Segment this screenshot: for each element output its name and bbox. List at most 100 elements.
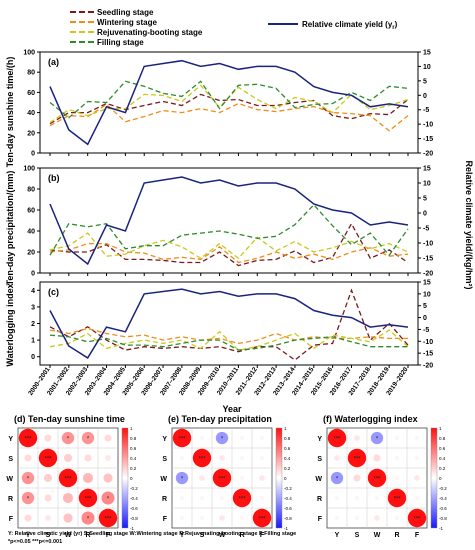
correlation-circle [354, 515, 360, 521]
y2-tick-label: 15 [423, 50, 431, 57]
significance-mark: *** [373, 477, 381, 483]
panel-label: (b) [48, 173, 60, 183]
colorbar-tick-label: 0.4 [439, 456, 446, 461]
y2-tick-label: -10 [423, 339, 433, 346]
colorbar-tick-label: -0.6 [284, 506, 292, 511]
correlation-circle [374, 495, 380, 501]
significance-mark: * [67, 437, 70, 443]
colorbar-tick-label: -0.4 [284, 496, 292, 501]
col-label: S [355, 532, 360, 539]
y2-tick-label: -5 [423, 107, 429, 114]
correlation-circle [259, 435, 265, 441]
colorbar [275, 427, 283, 529]
y2-tick-label: -15 [423, 351, 433, 358]
y2-tick-label: 15 [423, 280, 431, 287]
correlation-circle [18, 428, 38, 448]
colorbar-tick-label: 0.2 [284, 466, 291, 471]
legend: Seedling stage Wintering stage Rejuvenat… [70, 8, 398, 47]
colorbar-tick-label: 0.8 [439, 436, 446, 441]
y-tick-label: 2 [31, 321, 35, 328]
xlabel-year: Year [222, 404, 242, 414]
colorbar-tick-label: 1 [439, 426, 442, 431]
row-label: R [162, 496, 167, 503]
y-tick-label: 100 [23, 166, 35, 173]
significance-mark: *** [84, 497, 92, 503]
significance-mark: *** [258, 517, 266, 523]
correlation-circle [334, 455, 340, 461]
correlation-circle [219, 455, 225, 461]
significance-mark: * [27, 477, 30, 483]
significance-mark: *** [353, 457, 361, 463]
row-label: F [163, 516, 168, 523]
significance-mark: *** [198, 457, 206, 463]
correlation-circle [199, 475, 205, 481]
correlation-circle [44, 494, 52, 502]
significance-mark: * [336, 477, 339, 483]
colorbar-tick-label: 0 [284, 476, 287, 481]
correlation-circle [327, 428, 347, 448]
row-label: F [9, 516, 14, 523]
correlation-circle [82, 472, 94, 484]
panel-label: (a) [48, 57, 59, 67]
correlation-circle [175, 471, 189, 485]
heatmap-title: (f) Waterlogging index [323, 414, 418, 424]
significance-mark: *** [218, 477, 226, 483]
correlation-circle [212, 468, 232, 488]
line-charts: 020406080100-20-15-10-5051015(a)02040608… [23, 50, 433, 397]
line-panel-2: 0 20 40 60 80 100 -20 -15 -10 -5 0 5 10 15 (b) [23, 166, 433, 278]
correlation-circle [367, 468, 387, 488]
row-label: S [162, 456, 167, 463]
correlation-circle [179, 515, 185, 521]
correlation-circle [179, 495, 185, 501]
y2-tick-label: -20 [423, 151, 433, 158]
significance-mark: *** [178, 437, 186, 443]
footnote-line2: *p<=0.05 ***p<=0.001 [8, 539, 62, 545]
colorbar-tick-label: 0.6 [284, 446, 291, 451]
significance-mark: * [107, 497, 110, 503]
panel-frame [39, 167, 419, 274]
colorbar-tick-label: 1 [284, 426, 287, 431]
correlation-circle [259, 455, 265, 461]
correlation-circle [81, 511, 95, 525]
colorbar-tick-label: -0.8 [284, 516, 292, 521]
correlation-circle [232, 488, 252, 508]
correlation-circle [98, 508, 118, 528]
correlation-circle [334, 495, 340, 501]
y-tick-label: 20 [27, 130, 35, 137]
row-label: S [317, 456, 322, 463]
line-panel-1: 0 20 40 60 80 100 -20 -15 -10 -5 0 5 10 15 (a) [23, 50, 433, 158]
colorbar-tick-label: -0.2 [439, 486, 447, 491]
correlation-circle [347, 448, 367, 468]
legend-label-filling: Filling stage [97, 38, 144, 47]
ylabel-sunshine: Ten-day sunshine time/(h) [5, 57, 15, 168]
row-label: Y [8, 436, 13, 443]
y-tick-label: 0 [31, 151, 35, 158]
colorbar-tick-label: -1 [439, 526, 443, 531]
y2-tick-label: -20 [423, 363, 433, 370]
correlation-circle [394, 455, 400, 461]
y2-tick-label: -10 [423, 122, 433, 129]
y2-tick-label: 5 [423, 196, 427, 203]
correlation-circle [353, 474, 361, 482]
colorbar-tick-label: -0.4 [439, 496, 447, 501]
series-line-seedling [49, 93, 409, 125]
correlation-circle [394, 475, 400, 481]
colorbar-tick-label: 0.4 [130, 456, 137, 461]
correlation-circle [78, 488, 98, 508]
correlation-circle [103, 473, 113, 483]
colorbar-tick-label: -0.2 [130, 486, 138, 491]
correlation-circle [252, 508, 272, 528]
significance-mark: * [221, 437, 224, 443]
correlation-circle [199, 515, 205, 521]
colorbar-tick-label: -0.8 [130, 516, 138, 521]
row-label: Y [317, 436, 322, 443]
panel-frame [39, 51, 419, 154]
ylabel-precipitation: Ten-day precipitation/(mm) [5, 171, 15, 286]
row-label: W [315, 476, 322, 483]
correlation-circle [81, 431, 95, 445]
correlation-circle [374, 515, 380, 521]
correlation-circle [370, 431, 384, 445]
